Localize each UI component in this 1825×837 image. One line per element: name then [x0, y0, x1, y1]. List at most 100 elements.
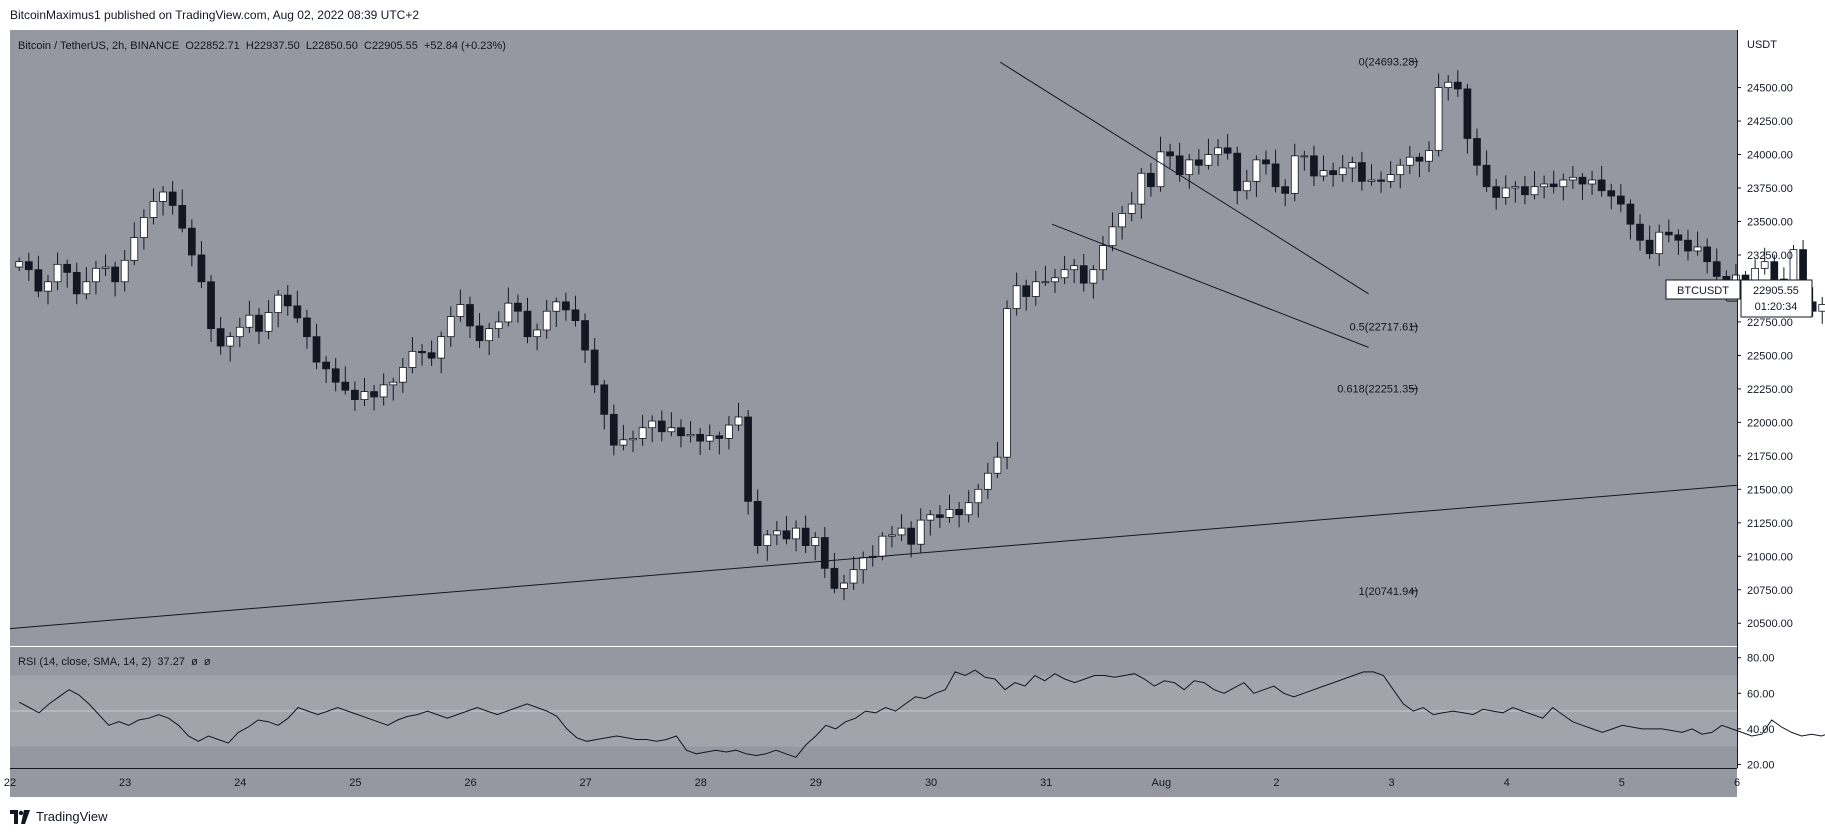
candle-down — [1703, 246, 1712, 263]
candle-down — [1645, 239, 1654, 255]
rsi-tick-label: 60.00 — [1747, 688, 1775, 700]
price-tick-label: 21000.00 — [1747, 551, 1793, 563]
candle-up — [1444, 81, 1453, 88]
candle-up — [1818, 304, 1825, 312]
candle-up — [1501, 187, 1510, 198]
candle-down — [514, 302, 522, 312]
candle-down — [696, 434, 704, 442]
channel-upper-line — [999, 61, 1369, 295]
price-pane-background — [10, 30, 1737, 646]
candle-up — [446, 316, 455, 338]
price-tick-label: 21250.00 — [1747, 518, 1793, 530]
time-tick-label: 29 — [810, 777, 822, 789]
legend-close: 22905.55 — [371, 40, 418, 52]
candle-down — [178, 205, 187, 229]
candle-down — [197, 254, 206, 283]
candle-down — [600, 384, 609, 415]
candle-up — [159, 191, 167, 202]
candle-up — [1185, 159, 1194, 176]
candle-down — [303, 317, 311, 338]
legend-high: 22937.50 — [253, 40, 300, 52]
candle-up — [1367, 179, 1376, 182]
time-tick-label: 30 — [925, 777, 937, 789]
candle-down — [24, 261, 33, 271]
time-tick-label: 25 — [349, 777, 361, 789]
candle-down — [475, 325, 484, 342]
candle-down — [1473, 138, 1481, 166]
time-tick-label: 2 — [1273, 777, 1279, 789]
candle-down — [283, 294, 292, 307]
candle-up — [15, 261, 24, 268]
candle-up — [1290, 155, 1299, 194]
candle-up — [140, 217, 148, 238]
candle-down — [418, 350, 426, 354]
candle-up — [926, 514, 935, 521]
time-tick-label: 3 — [1389, 777, 1395, 789]
candle-up — [725, 424, 733, 439]
candle-down — [1079, 265, 1088, 284]
candle-up — [82, 281, 91, 295]
candle-down — [466, 304, 474, 327]
candle-up — [734, 416, 743, 426]
price-axis[interactable]: USDT 20500.00 20750.00 21000.00 21250.00 2150… — [1737, 30, 1793, 768]
candle-up — [1031, 281, 1040, 297]
candle-up — [398, 367, 407, 383]
channel-lower-line — [1051, 223, 1369, 348]
candle-up — [1386, 174, 1395, 182]
legend-open-label: O — [185, 40, 194, 52]
rsi-legend-label: RSI (14, close, SMA, 14, 2) — [18, 656, 152, 668]
candle-down — [168, 191, 177, 206]
candle-down — [1770, 261, 1779, 280]
candle-down — [1329, 170, 1337, 176]
candle-up — [974, 488, 983, 504]
time-tick-label: 4 — [1504, 777, 1510, 789]
candle-down — [255, 314, 263, 332]
price-tick-label: 23750.00 — [1747, 183, 1793, 195]
candle-up — [264, 312, 273, 332]
candle-down — [427, 352, 436, 359]
legend-low-label: L — [305, 40, 312, 52]
price-tick-label: 22500.00 — [1747, 350, 1793, 362]
candle-up — [1434, 87, 1443, 151]
candle-up — [542, 310, 551, 331]
candle-down — [571, 309, 580, 321]
candle-up — [849, 569, 858, 584]
publisher-line: BitcoinMaximus1 published on TradingView… — [10, 8, 420, 22]
legend-symbol: Bitcoin / TetherUS, 2h, BINANCE — [18, 40, 180, 52]
candle-up — [1252, 159, 1261, 182]
candle-down — [370, 391, 378, 398]
candle-down — [1607, 190, 1616, 197]
candle-up — [1089, 269, 1098, 284]
candle-up — [686, 434, 695, 437]
candle-up — [226, 336, 235, 347]
candle-down — [1549, 183, 1558, 188]
candle-up — [945, 509, 954, 518]
price-badge: BTCUSDT 22905.55 01:20:34 — [1665, 279, 1813, 318]
candle-up — [130, 237, 139, 261]
candle-down — [830, 567, 839, 589]
candle-up — [245, 314, 254, 328]
badge-symbol-box — [1665, 279, 1741, 300]
rsi-legend: RSI (14, close, SMA, 14, 2) 37.27 ø ø — [18, 656, 211, 668]
time-axis[interactable]: 22 23 24 25 26 27 28 29 30 31 Aug 2 3 4 5 6 — [4, 768, 1740, 798]
rsi-pane[interactable] — [10, 647, 1825, 768]
candle-up — [1137, 172, 1146, 205]
candle-up — [1760, 261, 1769, 269]
candle-down — [782, 530, 791, 540]
candle-up — [1242, 180, 1251, 192]
candle-up — [916, 519, 925, 545]
candle-down — [72, 271, 81, 295]
candle-down — [351, 389, 359, 400]
rsi-axis[interactable]: 20.00 40.00 60.00 80.00 — [1737, 653, 1775, 772]
price-pane[interactable] — [10, 30, 1825, 647]
badge-price: 22905.55 — [1753, 285, 1799, 297]
candle-down — [34, 269, 43, 292]
fib-level-label: 0.5(22717.61) — [1350, 321, 1419, 333]
rsi-tick-label: 20.00 — [1747, 759, 1775, 771]
badge-countdown: 01:20:34 — [1755, 301, 1798, 313]
candle-up — [840, 582, 848, 589]
fib-level-label: 0.618(22251.35) — [1337, 384, 1418, 396]
candle-up — [1693, 246, 1702, 252]
candle-down — [293, 305, 302, 319]
